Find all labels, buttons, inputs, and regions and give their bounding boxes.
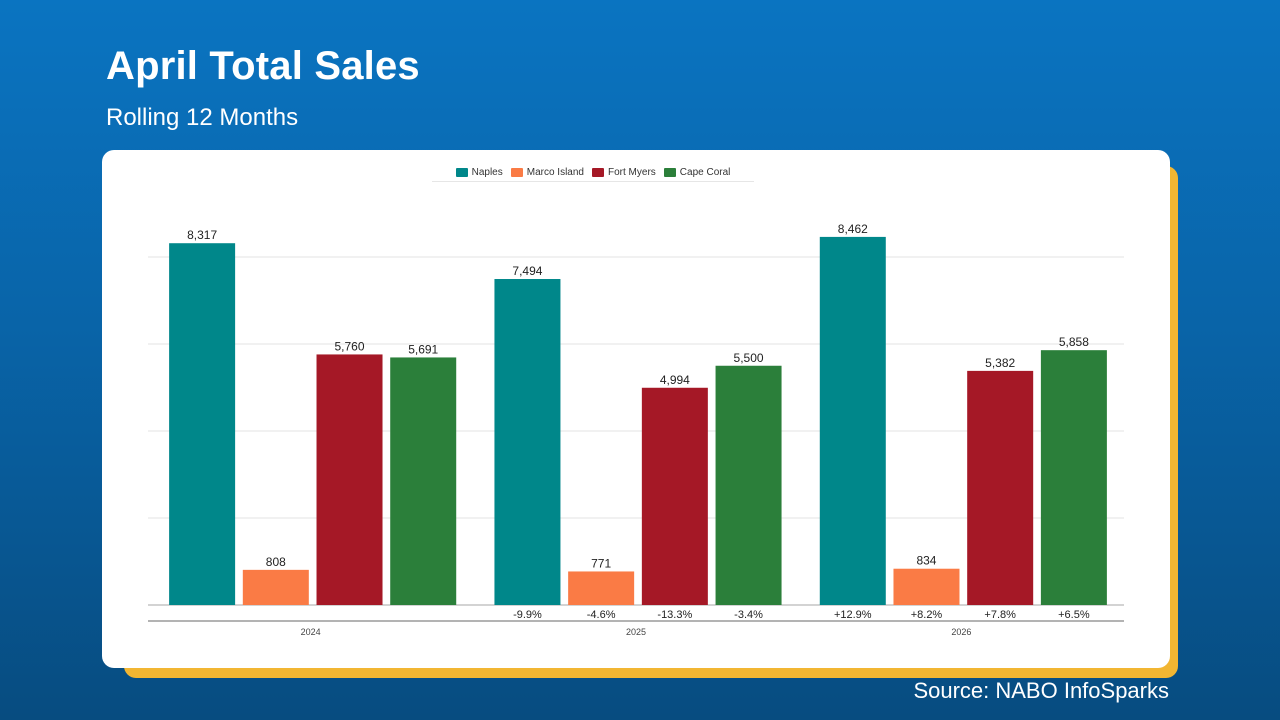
legend-item-cape-coral: Cape Coral: [663, 166, 731, 178]
change-label-marco-island-2025: -4.6%: [587, 609, 616, 621]
bar-chart: 8,317 808 5,760 5,691 2024 7,494 -9.9% 771 -4.6%…: [148, 222, 1124, 637]
chart-legend: Naples Marco Island Fort Myers Cape Cora…: [432, 163, 754, 182]
data-label-naples-2026: 8,462: [838, 222, 868, 236]
bar-marco-island-2026: [893, 568, 960, 605]
data-label-naples-2025: 7,494: [512, 264, 542, 278]
data-label-cape-coral-2026: 5,858: [1059, 335, 1089, 349]
bar-fort-myers-2026: [967, 370, 1034, 605]
bar-naples-2026: [819, 236, 886, 605]
legend-swatch-naples: [455, 167, 468, 177]
chart-card: Naples Marco Island Fort Myers Cape Cora…: [102, 150, 1170, 668]
x-tick-label-2024: 2024: [301, 627, 321, 637]
legend-swatch-marco-island: [510, 167, 523, 177]
bar-cape-coral-2026: [1040, 350, 1107, 605]
bar-naples-2024: [169, 243, 236, 605]
legend-item-fort-myers: Fort Myers: [592, 167, 656, 178]
data-label-naples-2024: 8,317: [187, 228, 217, 242]
data-label-marco-island-2026: 834: [916, 554, 936, 568]
change-label-fort-myers-2025: -13.3%: [657, 609, 692, 621]
legend-item-marco-island: Marco Island: [510, 166, 584, 178]
change-label-fort-myers-2026: +7.8%: [984, 609, 1016, 621]
legend-label-cape-coral: Cape Coral: [679, 166, 731, 178]
legend-swatch-cape-coral: [663, 167, 676, 177]
bar-marco-island-2024: [242, 569, 309, 605]
page-subtitle: Rolling 12 Months: [106, 104, 299, 131]
change-label-cape-coral-2026: +6.5%: [1058, 609, 1090, 621]
legend-label-marco-island: Marco Island: [526, 166, 584, 178]
data-label-cape-coral-2025: 5,500: [734, 351, 764, 365]
legend-swatch-fort-myers: [592, 167, 604, 177]
legend-label-fort-myers: Fort Myers: [608, 166, 656, 178]
bar-cape-coral-2024: [390, 357, 457, 605]
x-tick-label-2025: 2025: [626, 627, 646, 637]
data-label-marco-island-2024: 808: [266, 555, 286, 569]
legend-label-naples: Naples: [471, 166, 503, 178]
page-title: April Total Sales: [106, 44, 420, 88]
change-label-marco-island-2026: +8.2%: [911, 609, 943, 621]
x-tick-label-2026: 2026: [951, 627, 971, 637]
data-label-fort-myers-2024: 5,760: [335, 339, 365, 353]
change-label-naples-2026: +12.9%: [834, 609, 872, 621]
data-label-cape-coral-2024: 5,691: [408, 342, 438, 356]
data-label-marco-island-2025: 771: [591, 556, 611, 570]
data-label-fort-myers-2025: 4,994: [660, 373, 690, 387]
legend-item-naples: Naples: [455, 166, 503, 178]
bar-fort-myers-2024: [316, 354, 383, 605]
bar-naples-2025: [494, 279, 561, 605]
bar-fort-myers-2025: [641, 387, 708, 605]
change-label-cape-coral-2025: -3.4%: [734, 609, 763, 621]
data-label-fort-myers-2026: 5,382: [985, 356, 1015, 370]
bar-marco-island-2025: [568, 571, 635, 605]
source-note: Source: NABO InfoSparks: [913, 678, 1169, 703]
bar-cape-coral-2025: [715, 365, 782, 605]
change-label-naples-2025: -9.9%: [513, 609, 542, 621]
